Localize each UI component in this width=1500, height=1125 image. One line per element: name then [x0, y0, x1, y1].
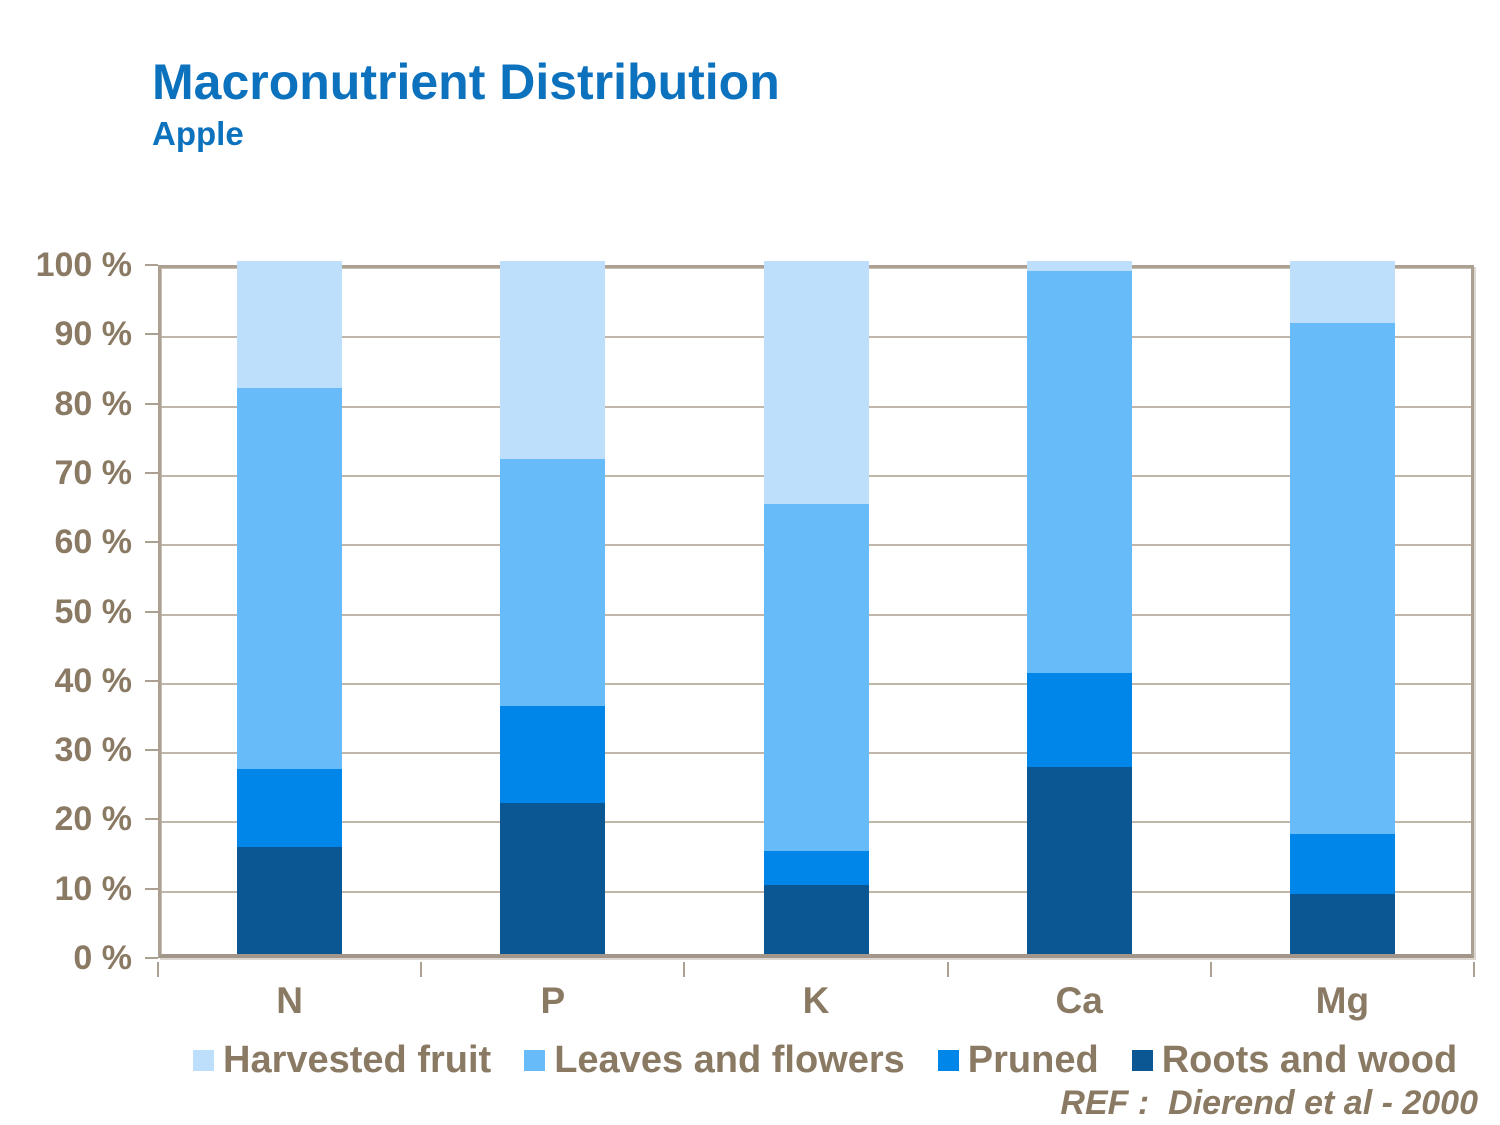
- bar-segment-p-harvested-fruit: [500, 261, 606, 459]
- y-axis-label-80: 80 %: [54, 384, 133, 423]
- y-axis-tick: [145, 679, 158, 682]
- y-axis-tick: [145, 957, 158, 959]
- category-label-n: N: [276, 980, 303, 1021]
- x-axis-tick: [683, 962, 686, 977]
- legend-item-leaves-and-flowers: Leaves and flowers: [524, 1039, 905, 1082]
- bar-p: [500, 261, 606, 954]
- bar-mg: [1289, 261, 1395, 954]
- y-axis-tick: [145, 610, 158, 613]
- bar-segment-p-pruned: [500, 705, 606, 803]
- category-label-p: P: [540, 980, 566, 1021]
- bar-segment-mg-harvested-fruit: [1289, 261, 1395, 323]
- bar-segment-mg-pruned: [1289, 834, 1395, 894]
- y-axis-tick: [145, 541, 158, 544]
- legend-label: Roots and wood: [1161, 1038, 1458, 1081]
- bar-segment-p-roots-and-wood: [500, 802, 606, 954]
- chart-header: Macronutrient Distribution Apple: [152, 55, 780, 153]
- bar-segment-ca-leaves-and-flowers: [1026, 271, 1132, 674]
- reference-citation: REF : Dierend et al - 2000: [1060, 1084, 1478, 1122]
- category-label-ca: Ca: [1055, 980, 1103, 1021]
- legend-label: Leaves and flowers: [554, 1038, 905, 1081]
- legend-label: Harvested fruit: [223, 1038, 492, 1081]
- legend-item-harvested-fruit: Harvested fruit: [193, 1039, 491, 1082]
- category-label-k: K: [802, 980, 830, 1021]
- y-axis-label-70: 70 %: [54, 453, 133, 492]
- bar-segment-n-roots-and-wood: [237, 847, 343, 954]
- y-axis-tick: [145, 402, 158, 405]
- bar-segment-k-roots-and-wood: [763, 884, 869, 954]
- bar-segment-mg-roots-and-wood: [1289, 893, 1395, 954]
- bar-ca: [1026, 261, 1132, 954]
- legend-swatch-leaves-and-flowers-icon: [524, 1049, 546, 1071]
- y-axis-label-40: 40 %: [54, 661, 133, 700]
- bar-segment-ca-roots-and-wood: [1026, 766, 1132, 954]
- chart-legend: Harvested fruit Leaves and flowers Pruned R…: [193, 1038, 1457, 1082]
- category-label-mg: Mg: [1315, 980, 1370, 1021]
- y-axis-tick: [145, 264, 158, 266]
- bar-segment-ca-pruned: [1026, 673, 1132, 767]
- legend-swatch-roots-and-wood-icon: [1131, 1049, 1153, 1071]
- bar-segment-mg-leaves-and-flowers: [1289, 322, 1395, 835]
- bar-segment-p-leaves-and-flowers: [500, 458, 606, 706]
- y-axis-tick: [145, 471, 158, 474]
- bar-segment-n-pruned: [237, 768, 343, 848]
- y-axis-tick: [145, 887, 158, 890]
- bar-segment-k-harvested-fruit: [763, 261, 869, 505]
- bar-segment-k-pruned: [763, 850, 869, 885]
- y-axis-label-0: 0 %: [73, 939, 132, 977]
- x-axis-tick: [1209, 962, 1212, 977]
- bar-segment-ca-harvested-fruit: [1026, 261, 1132, 272]
- x-axis-tick: [946, 962, 949, 977]
- page-title: Macronutrient Distribution: [152, 54, 780, 110]
- x-axis-tick: [1473, 962, 1475, 977]
- bar-n: [237, 261, 343, 954]
- legend-item-roots-and-wood: Roots and wood: [1131, 1038, 1458, 1082]
- y-axis-label-90: 90 %: [54, 315, 133, 354]
- y-axis-label-60: 60 %: [54, 523, 133, 562]
- legend-swatch-harvested-fruit-icon: [193, 1049, 214, 1071]
- page-subtitle: Apple: [152, 115, 244, 152]
- bar-k: [763, 261, 869, 954]
- x-axis-tick: [157, 962, 159, 977]
- y-axis-label-30: 30 %: [54, 731, 133, 770]
- legend-swatch-pruned-icon: [937, 1049, 959, 1071]
- plot-area: [158, 261, 1474, 958]
- bar-segment-n-leaves-and-flowers: [237, 387, 343, 769]
- y-axis-tick: [145, 333, 158, 336]
- legend-item-pruned: Pruned: [937, 1038, 1099, 1082]
- bar-segment-n-harvested-fruit: [237, 261, 343, 388]
- y-axis-tick: [145, 818, 158, 821]
- y-axis-label-10: 10 %: [54, 869, 133, 908]
- x-axis-tick: [420, 962, 423, 977]
- bar-segment-k-leaves-and-flowers: [763, 504, 869, 851]
- y-axis-label-20: 20 %: [54, 800, 133, 839]
- y-axis-tick: [145, 749, 158, 752]
- y-axis-label-100: 100 %: [35, 246, 132, 284]
- legend-label: Pruned: [967, 1038, 1099, 1081]
- y-axis-label-50: 50 %: [54, 592, 133, 631]
